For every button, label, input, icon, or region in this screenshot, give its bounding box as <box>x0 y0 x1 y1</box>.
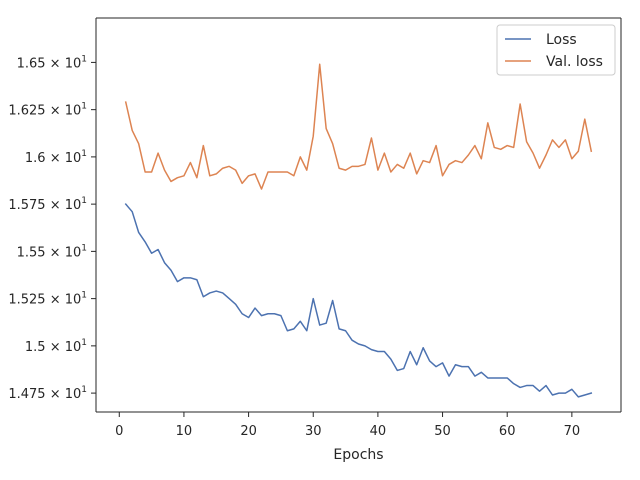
series-line-loss <box>124 203 593 398</box>
y-tick-mantissa: 1.65 × 10 <box>17 56 82 71</box>
x-tick-label: 30 <box>305 424 322 439</box>
x-tick-label: 10 <box>176 424 193 439</box>
y-tick-label: 1.475 × 101 <box>8 385 87 402</box>
y-tick-exponent: 1 <box>81 102 87 112</box>
x-tick-label: 40 <box>370 424 387 439</box>
x-tick-label: 50 <box>434 424 451 439</box>
y-tick-label: 1.6 × 101 <box>25 149 87 166</box>
y-tick-exponent: 1 <box>81 291 87 301</box>
x-axis-ticks: 0 10 20 30 40 50 60 70 <box>115 412 580 439</box>
y-tick-label: 1.65 × 101 <box>17 54 87 71</box>
y-tick-label: 1.575 × 101 <box>8 196 87 213</box>
y-tick-exponent: 1 <box>81 149 87 159</box>
y-tick-mantissa: 1.475 × 10 <box>8 387 81 402</box>
x-tick-label: 20 <box>240 424 257 439</box>
y-tick-exponent: 1 <box>81 243 87 253</box>
y-tick-mantissa: 1.55 × 10 <box>17 245 82 260</box>
y-tick-exponent: 1 <box>81 54 87 64</box>
axes-frame <box>95 17 622 413</box>
series-layer <box>124 63 593 398</box>
y-tick-mantissa: 1.6 × 10 <box>25 151 81 166</box>
y-tick-label: 1.625 × 101 <box>8 102 87 119</box>
y-tick-exponent: 1 <box>81 385 87 395</box>
x-tick-label: 60 <box>499 424 516 439</box>
y-tick-label: 1.525 × 101 <box>8 291 87 308</box>
series-line-val-loss <box>124 63 593 190</box>
y-tick-mantissa: 1.575 × 10 <box>8 198 81 213</box>
y-tick-mantissa: 1.5 × 10 <box>25 340 81 355</box>
y-tick-exponent: 1 <box>81 338 87 348</box>
x-axis-label: Epochs <box>333 447 383 463</box>
y-tick-exponent: 1 <box>81 196 87 206</box>
x-tick-label: 70 <box>564 424 581 439</box>
legend-label-val-loss: Val. loss <box>546 54 603 70</box>
x-tick-label: 0 <box>115 424 123 439</box>
legend: Loss Val. loss <box>496 24 616 76</box>
y-tick-mantissa: 1.625 × 10 <box>8 104 81 119</box>
legend-box <box>496 24 616 76</box>
legend-label-loss: Loss <box>546 32 577 48</box>
y-tick-mantissa: 1.525 × 10 <box>8 293 81 308</box>
y-tick-label: 1.5 × 101 <box>25 338 87 355</box>
y-tick-label: 1.55 × 101 <box>17 243 87 260</box>
